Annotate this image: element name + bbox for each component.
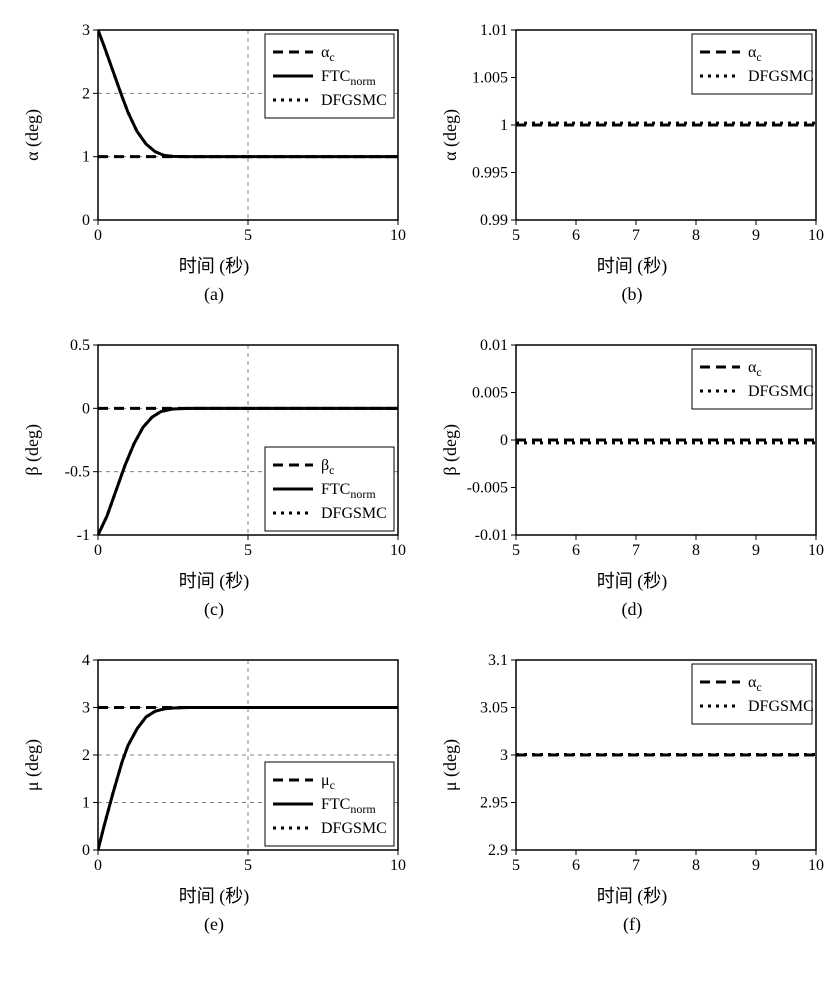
ytick: 3 [82,700,90,717]
ytick: 2.9 [488,842,508,859]
xtick: 5 [512,857,520,874]
sublabel-a: (a) [204,278,224,305]
xlabel-b: 时间 (秒) [597,250,668,278]
legend-label: DFGSMC [321,92,387,109]
ytick: 0.01 [480,337,508,354]
xtick: 10 [390,857,406,874]
sublabel-e: (e) [204,908,224,935]
ytick: 1.01 [480,22,508,39]
ylabel-f: μ (deg) [438,739,461,791]
xtick: 6 [572,857,580,874]
xtick: 6 [572,542,580,559]
sublabel-c: (c) [204,593,224,620]
plot-d: 5 6 7 8 9 10 -0.01 -0.005 0 0.005 0.01 αcDFGSMC [461,335,826,565]
ytick: 0 [500,432,508,449]
ytick: 0.995 [472,165,508,182]
panel-b: α (deg) 5 6 7 8 9 10 0.99 0.995 1 1.005 1.01 αcDFGSM… [438,20,826,305]
xtick: 8 [692,542,700,559]
ylabel-d: β (deg) [438,424,461,476]
sublabel-d: (d) [622,593,643,620]
ytick: 2 [82,85,90,102]
xtick: 10 [808,542,824,559]
xtick: 10 [390,227,406,244]
legend-label: DFGSMC [321,505,387,522]
plot-f: 5 6 7 8 9 10 2.9 2.95 3 3.05 3.1 αcDFGSMC [461,650,826,880]
plot-c: 0 5 10 -1 -0.5 0 0.5 βcFTCnormDFGSMC [43,335,408,565]
xlabel-a: 时间 (秒) [179,250,250,278]
legend: αcFTCnormDFGSMC [265,34,394,118]
xtick: 0 [94,227,102,244]
legend-label: DFGSMC [748,698,814,715]
xlabel-e: 时间 (秒) [179,880,250,908]
ytick: 0 [82,842,90,859]
legend: μcFTCnormDFGSMC [265,762,394,846]
panel-a: α (deg) 0 5 10 0 1 2 3 αcFTCnormDFGSMC 时间 (秒)(a) [20,20,408,305]
ytick: 3 [500,747,508,764]
ytick: 2 [82,747,90,764]
xtick: 9 [752,542,760,559]
xtick: 7 [632,542,640,559]
xtick: 10 [390,542,406,559]
xtick: 5 [244,542,252,559]
xlabel-c: 时间 (秒) [179,565,250,593]
ylabel-b: α (deg) [438,109,461,161]
ytick: 0.005 [472,385,508,402]
xtick: 7 [632,857,640,874]
ytick: 3.1 [488,652,508,669]
xtick: 8 [692,857,700,874]
ytick: 1.005 [472,70,508,87]
xtick: 5 [512,542,520,559]
sublabel-b: (b) [622,278,643,305]
ytick: 1 [500,117,508,134]
ytick: -1 [77,527,90,544]
ytick: 2.95 [480,795,508,812]
legend-label: DFGSMC [321,820,387,837]
xtick: 7 [632,227,640,244]
ytick: 3.05 [480,700,508,717]
plot-e: 0 5 10 0 1 2 3 4 μcFTCnormDFGSMC [43,650,408,880]
panel-d: β (deg) 5 6 7 8 9 10 -0.01 -0.005 0 0.005 0.01 αcDFG… [438,335,826,620]
ytick: 0 [82,212,90,229]
xtick: 8 [692,227,700,244]
panel-e: μ (deg) 0 5 10 0 1 2 3 4 μcFTCnormDFGSMC 时间 (秒)(e) [20,650,408,935]
legend: αcDFGSMC [692,664,814,724]
ytick: 0.5 [70,337,90,354]
legend: βcFTCnormDFGSMC [265,447,394,531]
legend-label: DFGSMC [748,68,814,85]
legend: αcDFGSMC [692,34,814,94]
xlabel-f: 时间 (秒) [597,880,668,908]
xtick: 10 [808,857,824,874]
legend-label: DFGSMC [748,383,814,400]
panel-f: μ (deg) 5 6 7 8 9 10 2.9 2.95 3 3.05 3.1 αcDFGSMC 时间 … [438,650,826,935]
ytick: -0.01 [475,527,508,544]
xtick: 9 [752,227,760,244]
xtick: 5 [244,227,252,244]
ylabel-a: α (deg) [20,109,43,161]
sublabel-f: (f) [623,908,641,935]
ytick: 1 [82,149,90,166]
figure-grid: α (deg)05100123αcFTCnormDFGSMC时间 (秒)(a)α… [20,20,814,935]
ytick: -0.5 [65,464,90,481]
xtick: 5 [244,857,252,874]
xtick: 5 [512,227,520,244]
plot-b: 5 6 7 8 9 10 0.99 0.995 1 1.005 1.01 αcDFGSMC [461,20,826,250]
ytick: 0 [82,400,90,417]
xlabel-d: 时间 (秒) [597,565,668,593]
xtick: 6 [572,227,580,244]
xtick: 0 [94,857,102,874]
ylabel-e: μ (deg) [20,739,43,791]
plot-a: 0 5 10 0 1 2 3 αcFTCnormDFGSMC [43,20,408,250]
ylabel-c: β (deg) [20,424,43,476]
xtick: 10 [808,227,824,244]
ytick: 4 [82,652,90,669]
legend: αcDFGSMC [692,349,814,409]
ytick: 3 [82,22,90,39]
xtick: 9 [752,857,760,874]
xtick: 0 [94,542,102,559]
ytick: 0.99 [480,212,508,229]
panel-c: β (deg) 0 5 10 -1 -0.5 0 0.5 βcFTCnormDFGSMC 时间 (… [20,335,408,620]
ytick: 1 [82,795,90,812]
ytick: -0.005 [467,480,508,497]
